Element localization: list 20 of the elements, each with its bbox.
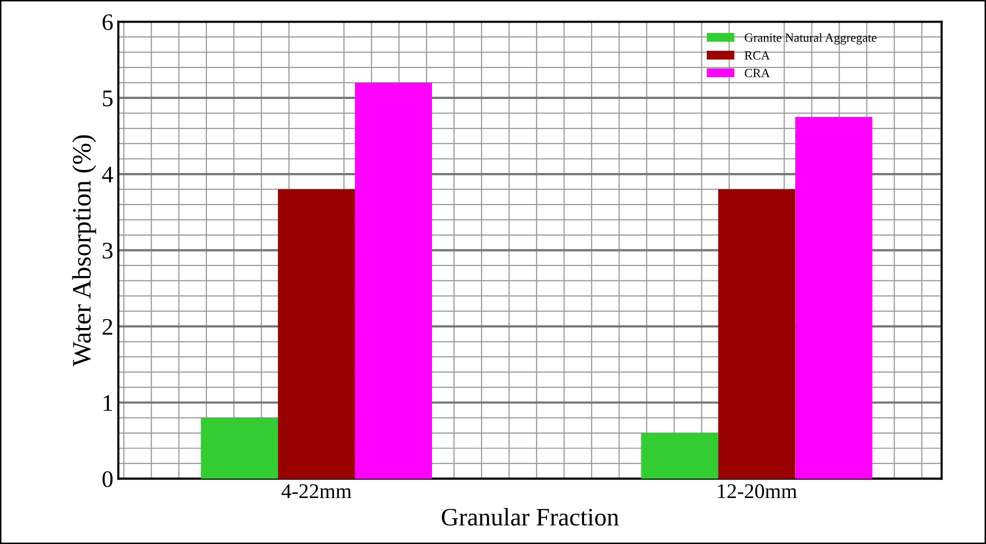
- bar: [795, 116, 872, 479]
- y-tick-label: 0: [102, 471, 113, 488]
- y-tick-label: 6: [102, 14, 113, 30]
- bar: [718, 189, 796, 479]
- x-tick-label: 4-22mm: [282, 484, 352, 498]
- bar: [354, 82, 432, 479]
- legend-label: CRA: [744, 68, 770, 78]
- legend-label: Granite Natural Aggregate: [744, 33, 876, 44]
- bar: [641, 433, 718, 479]
- y-tick-label: 3: [102, 242, 113, 259]
- y-tick-label: 1: [104, 395, 112, 411]
- y-tick-label: 5: [103, 90, 113, 106]
- bar: [200, 418, 278, 479]
- x-tick-label: 12-20mm: [718, 484, 797, 498]
- legend-label: RCA: [744, 51, 770, 60]
- x-axis-title: Granular Fraction: [442, 508, 619, 526]
- y-axis-title: Water Absorption (%): [72, 135, 96, 366]
- bar: [278, 189, 355, 479]
- y-tick-label: 4: [102, 166, 114, 182]
- y-tick-label: 2: [102, 318, 112, 335]
